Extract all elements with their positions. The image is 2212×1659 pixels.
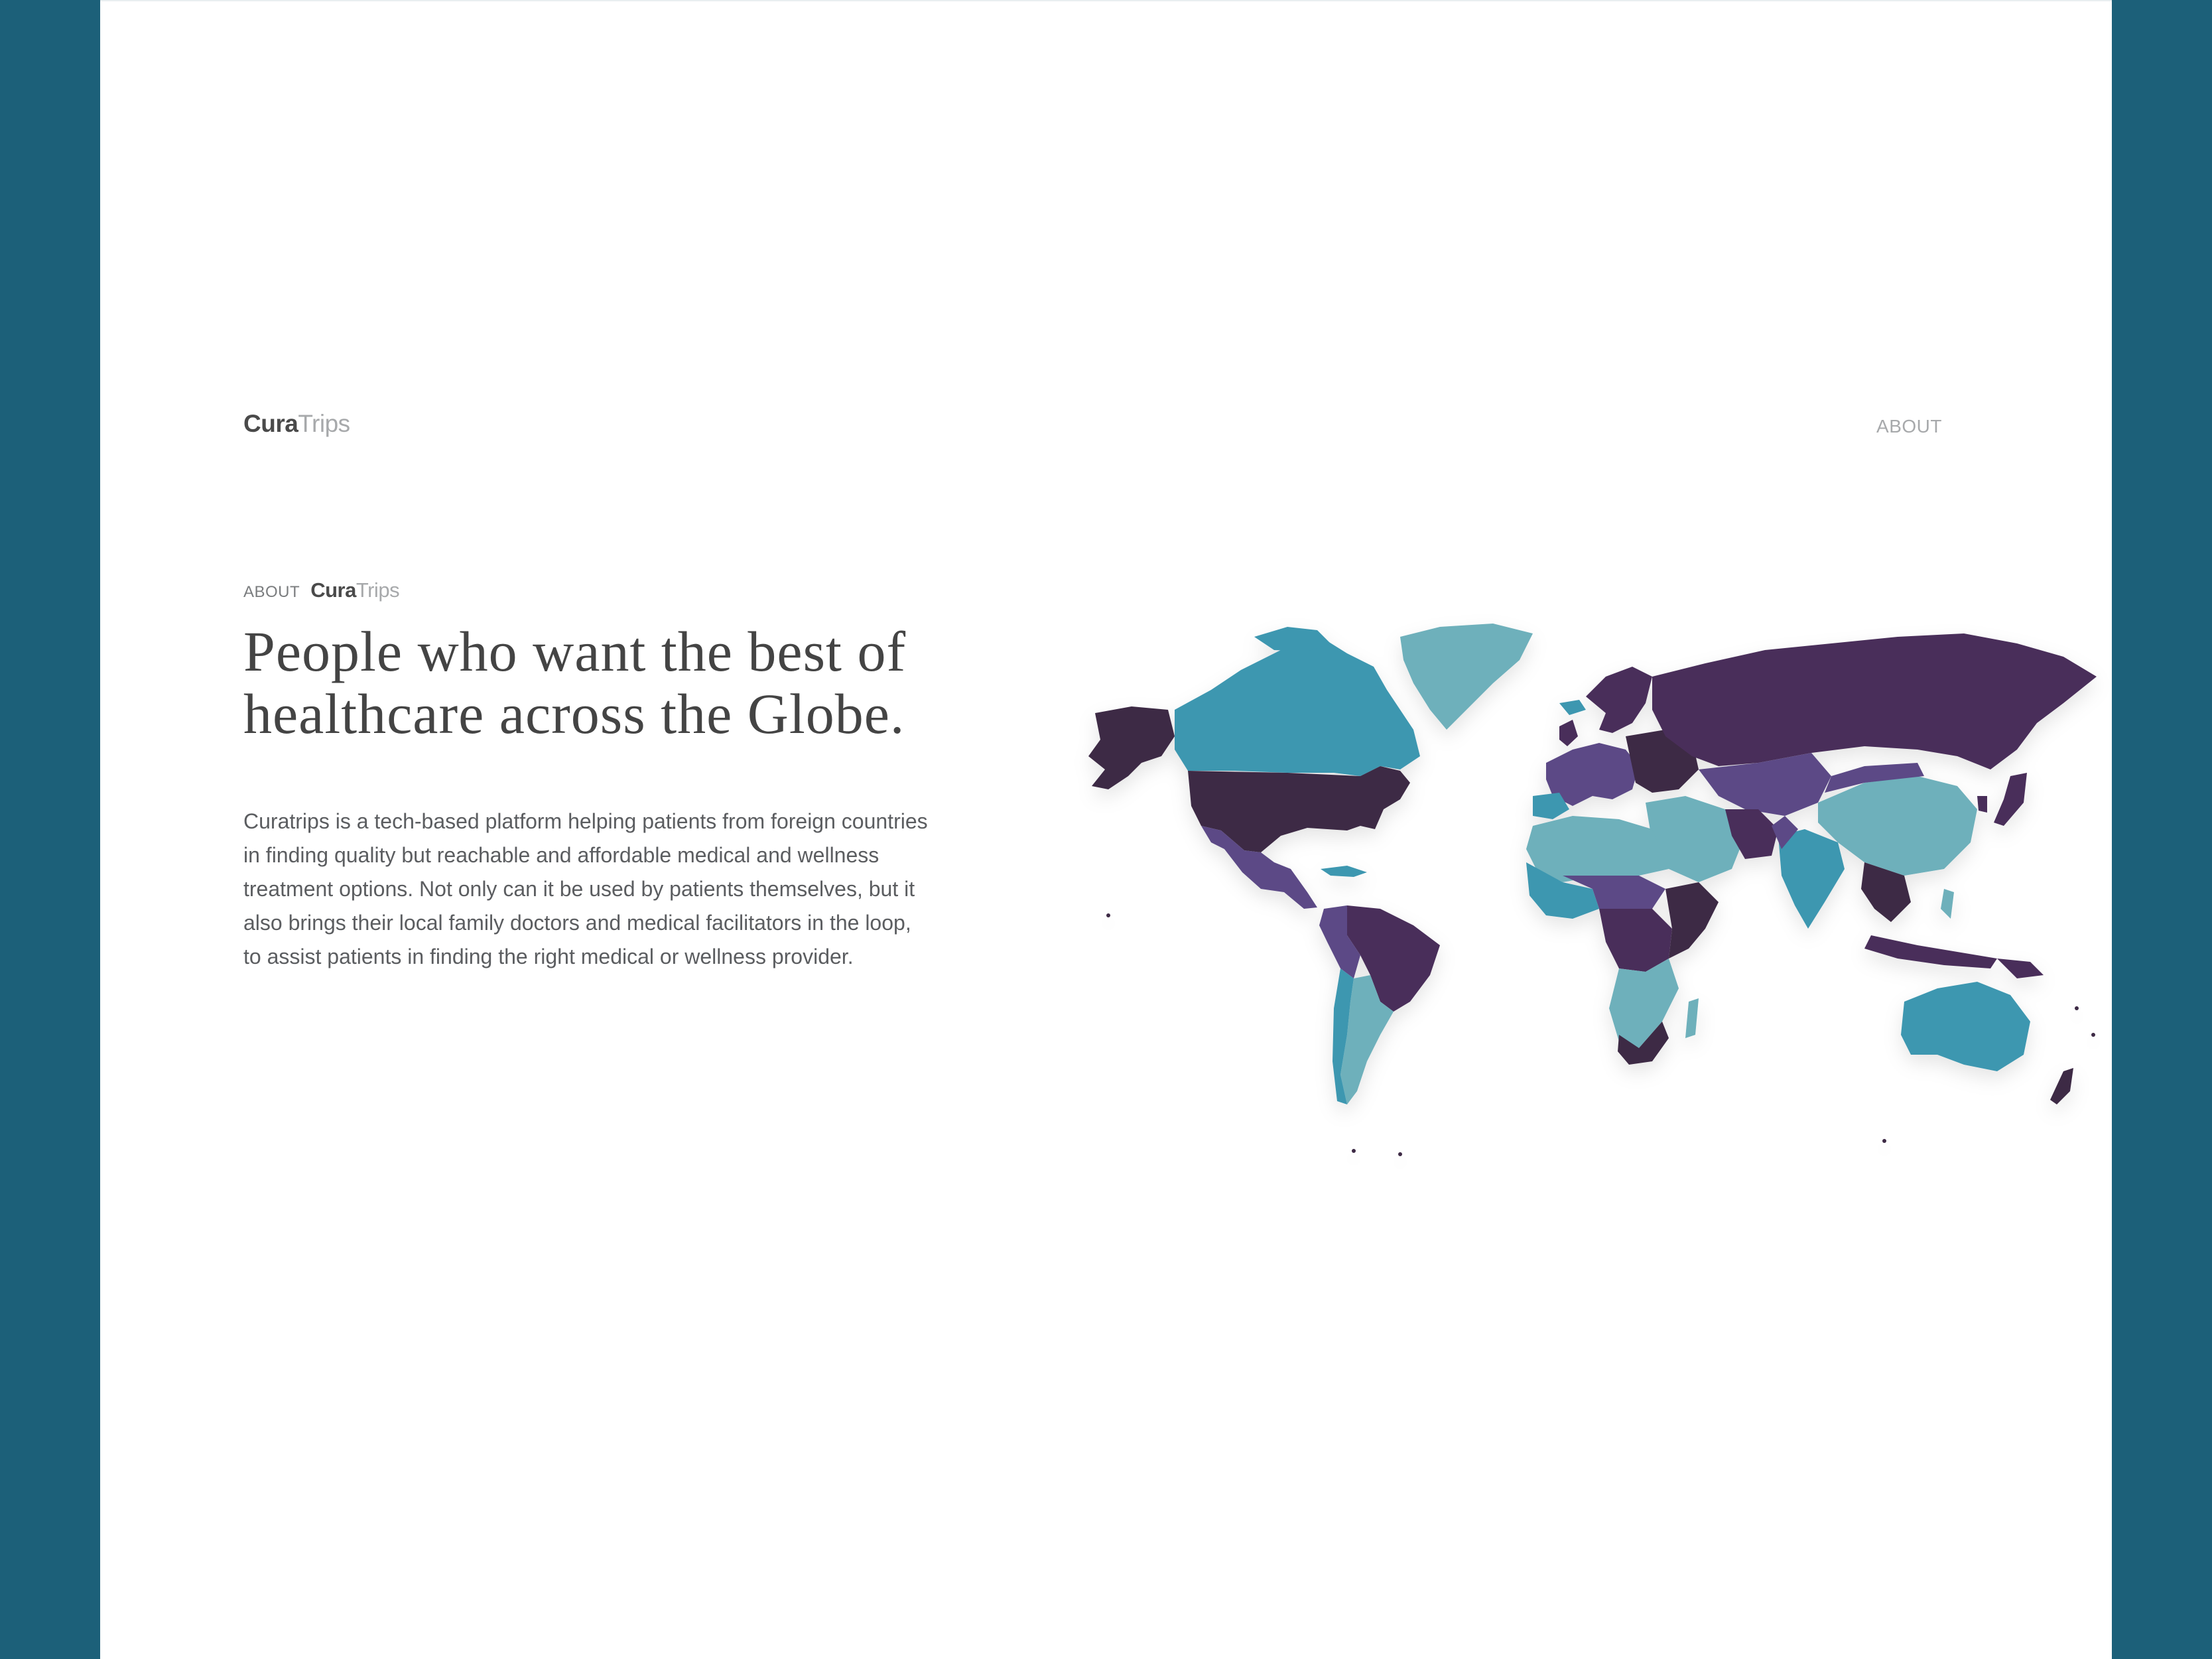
map-region-korea — [1977, 796, 1987, 813]
map-region-andes — [1319, 905, 1360, 978]
map-region-uk — [1559, 720, 1578, 746]
map-island — [2091, 1033, 2095, 1037]
eyebrow-brand: CuraTrips — [310, 578, 399, 602]
map-region-west-africa — [1526, 862, 1599, 919]
map-region-indonesia — [1864, 935, 1997, 968]
section-eyebrow: ABOUT CuraTrips — [243, 578, 400, 602]
map-region-madagascar — [1685, 998, 1699, 1038]
map-region-mexico — [1201, 826, 1317, 909]
map-region-arctic-islands — [1254, 627, 1331, 651]
map-region-central-asia — [1699, 753, 1831, 816]
map-region-chile — [1333, 968, 1354, 1104]
page-headline: People who want the best of healthcare a… — [243, 620, 907, 746]
map-region-brazil — [1347, 905, 1440, 1012]
map-region-philippines — [1941, 889, 1954, 919]
map-region-alaska — [1088, 706, 1175, 789]
map-region-western-europe — [1546, 743, 1639, 806]
eyebrow-brand-strong: Cura — [310, 578, 356, 602]
map-region-papua — [1997, 959, 2044, 978]
map-region-pakistan — [1772, 816, 1798, 849]
eyebrow-label: ABOUT — [243, 583, 300, 601]
map-island — [1106, 913, 1110, 917]
map-island — [1398, 1152, 1402, 1156]
top-divider — [100, 0, 2112, 1]
nav-about-link[interactable]: ABOUT — [1876, 416, 1942, 436]
map-region-russia — [1652, 633, 2097, 769]
brand-logo[interactable]: CuraTrips — [243, 410, 350, 438]
map-region-greenland — [1400, 624, 1533, 730]
about-paragraph: Curatrips is a tech-based platform helpi… — [243, 809, 928, 968]
map-region-east-africa — [1665, 882, 1719, 959]
map-region-new-zealand — [2050, 1068, 2073, 1104]
map-region-iceland — [1559, 700, 1586, 715]
map-region-middle-east — [1646, 796, 1745, 882]
brand-logo-light: Trips — [298, 410, 350, 437]
map-region-iberia — [1533, 793, 1569, 819]
map-region-australia — [1901, 982, 2030, 1071]
map-region-sahel — [1563, 876, 1665, 912]
eyebrow-brand-light: Trips — [356, 578, 400, 602]
map-region-india — [1778, 829, 1845, 929]
map-region-china — [1818, 776, 1977, 876]
map-region-scandinavia — [1586, 667, 1652, 733]
map-region-iran — [1725, 809, 1778, 859]
map-island — [2075, 1006, 2079, 1010]
map-region-canada — [1175, 637, 1420, 776]
map-region-south-africa — [1618, 1022, 1669, 1065]
brand-logo-strong: Cura — [243, 410, 298, 437]
map-region-southern-africa — [1609, 959, 1679, 1048]
map-region-central-africa — [1599, 909, 1672, 972]
map-region-southeast-asia — [1861, 862, 1911, 922]
map-region-usa — [1188, 766, 1410, 852]
map-island — [1352, 1149, 1356, 1153]
map-region-caribbean — [1321, 866, 1367, 877]
page: CuraTrips ABOUT ABOUT CuraTrips People w… — [100, 0, 2112, 1659]
map-region-north-africa — [1526, 816, 1669, 882]
map-region-mongolia — [1825, 763, 1924, 793]
right-frame — [2112, 0, 2212, 1659]
map-island — [1882, 1139, 1886, 1143]
world-map-icon — [1069, 597, 2130, 1181]
map-region-japan — [1994, 773, 2027, 826]
map-region-argentina — [1340, 975, 1394, 1104]
left-frame — [0, 0, 100, 1659]
